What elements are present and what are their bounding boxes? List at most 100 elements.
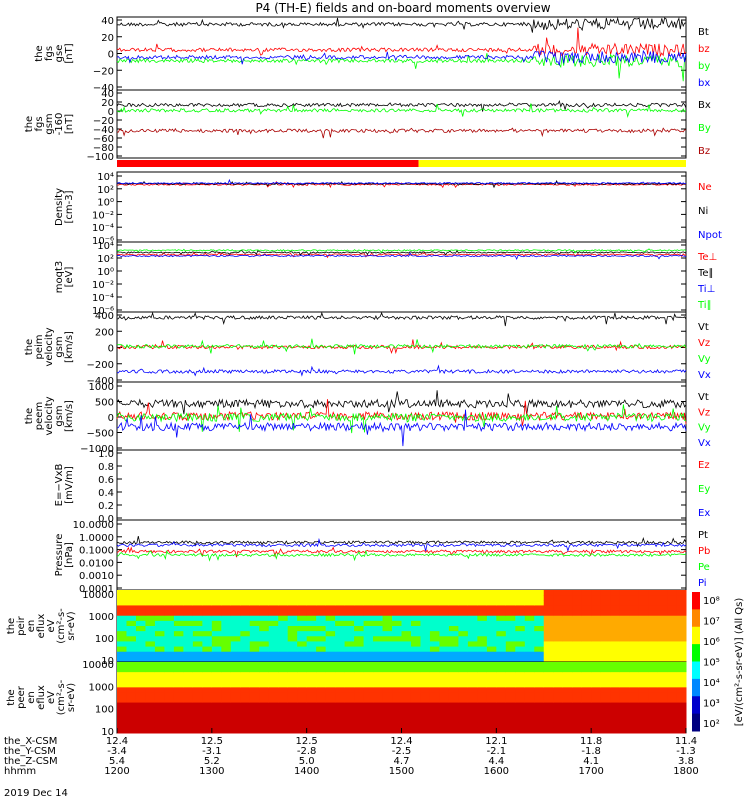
heat-cell <box>515 662 526 668</box>
heat-cell <box>467 677 478 683</box>
heat-cell <box>392 662 402 668</box>
ylabel-line: gsm <box>44 113 55 134</box>
heat-cell <box>335 590 346 596</box>
heat-cell <box>676 615 687 622</box>
heat-cell <box>344 615 355 622</box>
heat-cell <box>676 636 687 642</box>
heat-cell <box>420 727 431 734</box>
heat-cell <box>335 727 346 734</box>
heat-cell <box>135 610 146 617</box>
heat-cell <box>363 692 374 698</box>
heat-cell <box>335 641 346 648</box>
heat-cell <box>287 727 298 734</box>
heat-cell <box>287 615 298 622</box>
heat-cell <box>221 646 232 653</box>
heat-cell <box>382 620 393 627</box>
heat-cell <box>392 687 402 693</box>
heat-cell <box>410 672 421 678</box>
heat-cell <box>667 682 678 688</box>
heat-cell <box>591 727 602 734</box>
heat-cell <box>676 590 687 596</box>
heat-cell <box>126 662 137 668</box>
colorbar-segment <box>692 713 700 732</box>
heat-cell <box>335 707 346 714</box>
panel-9: the peir en eflux eV (cm²-s-sr-eV)10000100010… <box>6 589 687 667</box>
xaxis-value: 5.0 <box>299 756 315 767</box>
heat-cell <box>657 626 668 632</box>
heat-cell <box>335 620 346 627</box>
heat-cell <box>183 697 194 704</box>
heat-cell <box>515 600 526 606</box>
ytick-label: 200 <box>95 327 114 338</box>
heat-cell <box>505 656 516 663</box>
colorbar-segment <box>692 678 700 697</box>
heat-cell <box>135 656 146 663</box>
heat-cell <box>202 615 213 622</box>
legend-Vz: Vz <box>698 407 710 418</box>
heat-cell <box>278 641 289 648</box>
heat-cell <box>117 692 127 698</box>
heat-cell <box>619 677 630 683</box>
heat-cell <box>249 626 260 632</box>
heat-cell <box>297 707 308 714</box>
heat-cell <box>648 656 659 663</box>
heat-cell <box>183 605 194 612</box>
series-line-Bt <box>116 16 687 33</box>
heat-cell <box>316 702 327 709</box>
colorbar-label: [eV/(cm²-s-sr-eV)] (All Qs) <box>734 598 745 727</box>
heat-cell <box>363 707 374 714</box>
ylabel-line: eflux <box>36 685 47 710</box>
heat-cell <box>268 636 279 642</box>
heat-cell <box>657 682 668 688</box>
heat-cell <box>543 646 554 653</box>
heat-cell <box>534 600 545 606</box>
heat-cell <box>173 615 184 622</box>
heat-cell <box>316 667 327 673</box>
ytick-label: 0 <box>108 413 114 424</box>
heat-cell <box>392 615 402 622</box>
heat-cell <box>354 590 365 596</box>
heat-cell <box>240 620 251 627</box>
heat-cell <box>439 651 450 658</box>
series-line-Te⊥ <box>116 251 687 259</box>
heat-cell <box>667 620 678 627</box>
heat-cell <box>306 615 317 622</box>
heat-cell <box>515 636 526 642</box>
heat-cell <box>335 631 346 637</box>
heat-cell <box>192 600 203 606</box>
heat-cell <box>278 636 289 642</box>
ytick-label: −500 <box>87 429 114 440</box>
heat-cell <box>496 702 507 709</box>
heat-cell <box>610 605 621 612</box>
heat-cell <box>145 722 156 729</box>
heat-cell <box>382 631 393 637</box>
heat-cell <box>515 605 526 612</box>
heat-cell <box>316 605 327 612</box>
heat-cell <box>629 692 640 698</box>
heat-cell <box>154 662 165 668</box>
heat-cell <box>477 667 488 673</box>
heat-cell <box>439 641 450 648</box>
heat-cell <box>192 682 203 688</box>
heat-cell <box>297 610 308 617</box>
heat-cell <box>325 682 336 688</box>
ytick-label: 0.8 <box>98 462 114 473</box>
heat-cell <box>591 687 602 693</box>
heat-cell <box>477 615 488 622</box>
heat-cell <box>221 702 232 709</box>
heat-cell <box>496 646 507 653</box>
heat-cell <box>667 605 678 612</box>
heat-cell <box>221 667 232 673</box>
heat-cell <box>126 697 137 704</box>
heat-cell <box>429 677 440 683</box>
heat-cell <box>562 677 573 683</box>
heat-cell <box>420 600 431 606</box>
heat-cell <box>211 600 222 606</box>
heat-cell <box>382 646 393 653</box>
heat-cell <box>629 687 640 693</box>
heat-cell <box>629 626 640 632</box>
heat-cell <box>164 656 175 663</box>
heat-cell <box>221 641 232 648</box>
heat-cell <box>183 626 194 632</box>
heat-cell <box>354 646 365 653</box>
